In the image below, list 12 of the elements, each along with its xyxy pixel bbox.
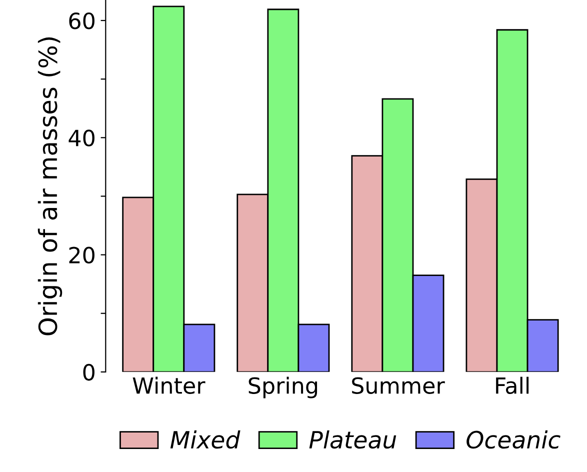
x-tick-label: Winter	[132, 376, 206, 394]
y-tick-label: 60	[69, 12, 94, 30]
legend-label: Mixed	[170, 430, 240, 449]
y-tick-label: 40	[68, 130, 94, 146]
y-tick-label: 20	[69, 246, 94, 264]
legend-label: Oceanic	[466, 430, 560, 449]
x-tick-label: Spring	[248, 376, 318, 398]
x-tick-label: Fall	[496, 376, 529, 394]
y-axis-title: Origin of air masses (%)	[38, 37, 62, 336]
y-tick-label: 0	[83, 364, 94, 381]
x-tick-label: Summer	[352, 377, 445, 394]
legend-label: Plateau	[309, 430, 396, 449]
